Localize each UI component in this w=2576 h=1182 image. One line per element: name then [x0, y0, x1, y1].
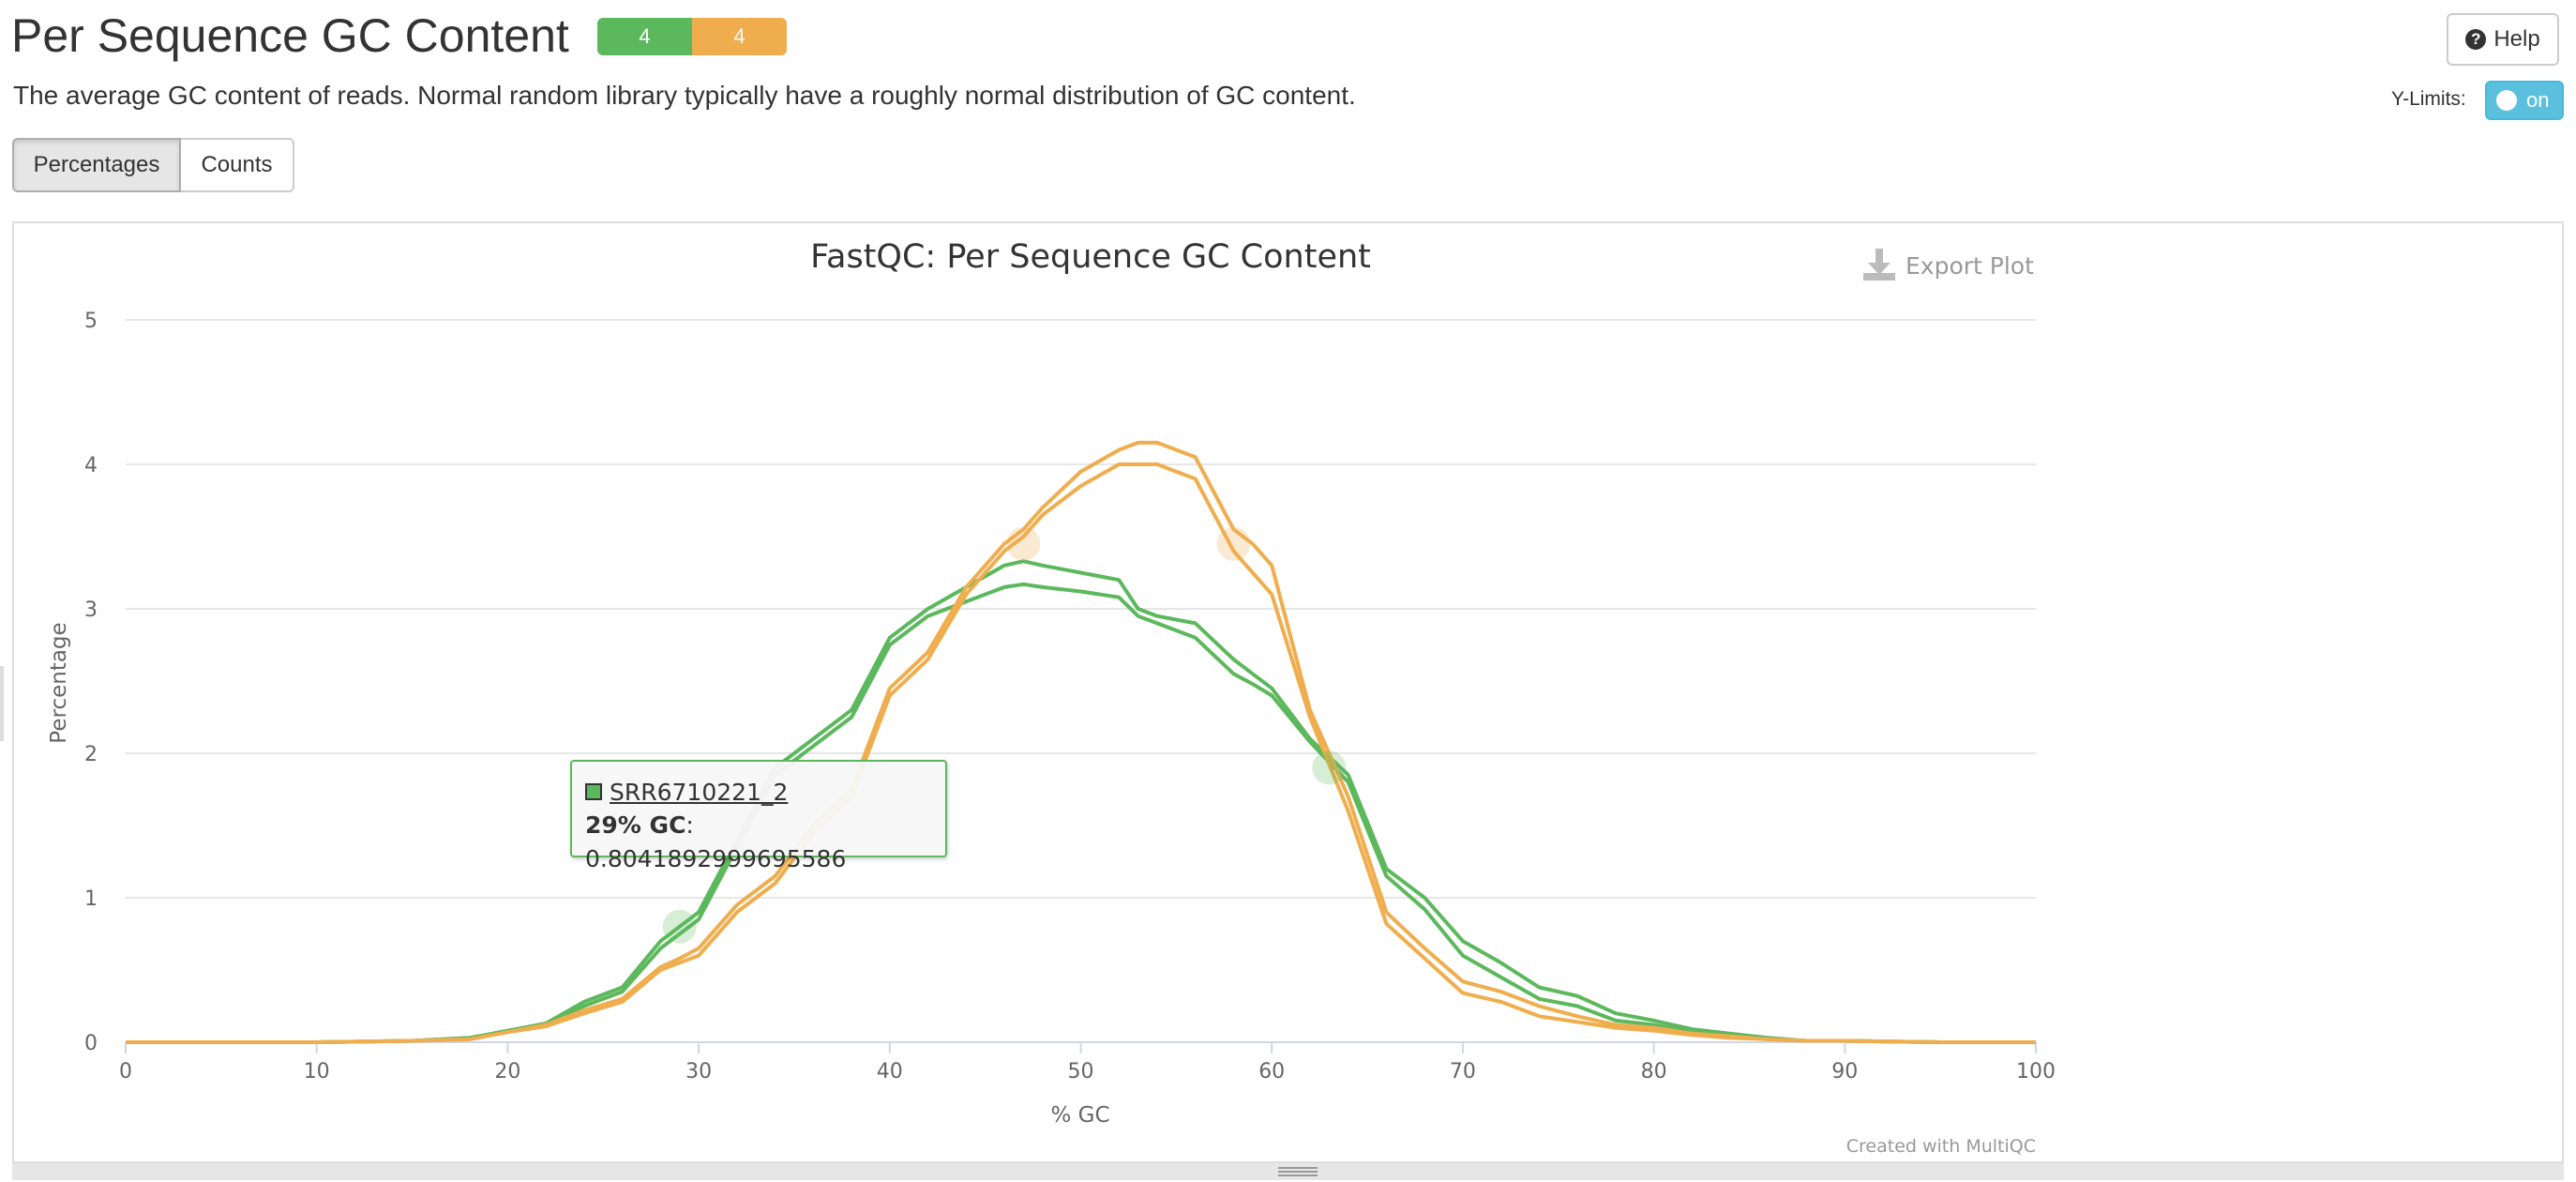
- tooltip-series-swatch: [585, 783, 602, 800]
- y-tick-label: 1: [84, 887, 98, 911]
- x-tick-label: 70: [1450, 1060, 1476, 1084]
- chart-series[interactable]: [126, 440, 2036, 1044]
- y-tick-label: 3: [84, 599, 98, 622]
- export-plot-label: Export Plot: [1906, 252, 2034, 280]
- x-tick-label: 10: [304, 1060, 330, 1084]
- help-button-label: Help: [2493, 26, 2540, 52]
- x-tick-label: 90: [1831, 1060, 1858, 1084]
- y-tick-label: 2: [84, 743, 98, 766]
- toggle-label: on: [2526, 88, 2550, 112]
- x-tick-label: 0: [119, 1060, 132, 1084]
- x-tick-label: 40: [877, 1060, 903, 1084]
- tooltip-value: 0.8041892999695586: [585, 845, 847, 872]
- counts-button[interactable]: Counts: [181, 138, 294, 192]
- chart-tooltip: SRR6710221_2 29% GC: 0.8041892999695586: [570, 760, 947, 872]
- y-limits-toggle[interactable]: on: [2485, 81, 2564, 120]
- plot-resize-handle[interactable]: [12, 1163, 2564, 1180]
- tooltip-sample-name: SRR6710221_2: [610, 778, 789, 806]
- hover-markers: [662, 526, 1347, 944]
- warn-count-badge[interactable]: 4: [692, 18, 787, 55]
- x-tick-label: 50: [1068, 1060, 1094, 1084]
- toggle-knob: [2496, 90, 2517, 111]
- x-tick-label: 100: [2016, 1060, 2056, 1084]
- y-axis-title: Percentage: [47, 622, 71, 743]
- chart-title: FastQC: Per Sequence GC Content: [810, 238, 1371, 276]
- x-axis-title: % GC: [1050, 1103, 1109, 1128]
- hover-marker: [662, 909, 697, 944]
- y-limits-label: Y-Limits:: [2391, 88, 2466, 110]
- x-tick-label: 60: [1258, 1060, 1285, 1084]
- plot-container: [12, 221, 2564, 1163]
- hover-marker: [1312, 750, 1347, 785]
- grid-lines: [126, 319, 2036, 899]
- side-toolbox-tab[interactable]: [0, 666, 4, 741]
- question-circle-icon: ?: [2465, 29, 2487, 50]
- section-description: The average GC content of reads. Normal …: [13, 81, 1356, 110]
- pass-count-badge[interactable]: 4: [597, 18, 692, 55]
- tooltip-x-label: 29% GC: [585, 811, 686, 839]
- x-tick-label: 30: [685, 1060, 712, 1084]
- y-tick-label: 5: [84, 310, 98, 333]
- export-plot-button[interactable]: Export Plot: [1863, 249, 2034, 280]
- data-view-switcher: Percentages Counts: [12, 138, 294, 192]
- x-tick-label: 80: [1641, 1060, 1667, 1084]
- status-badges: 4 4: [597, 18, 787, 55]
- hover-marker: [1006, 526, 1041, 561]
- y-tick-label: 0: [84, 1032, 98, 1055]
- page-title: Per Sequence GC Content: [11, 9, 569, 62]
- download-icon: [1863, 249, 1895, 280]
- grip-icon: [1278, 1167, 1318, 1176]
- y-tick-label: 4: [84, 454, 98, 477]
- help-button[interactable]: ? Help: [2447, 13, 2559, 66]
- credit-label[interactable]: Created with MultiQC: [1846, 1136, 2036, 1157]
- series-line-warn-4[interactable]: [126, 462, 2036, 1044]
- series-line-pass-2[interactable]: [126, 582, 2036, 1044]
- hover-marker: [1216, 526, 1251, 561]
- percentages-button[interactable]: Percentages: [12, 138, 181, 192]
- x-tick-label: 20: [494, 1060, 520, 1084]
- series-line-warn-3[interactable]: [126, 440, 2036, 1044]
- series-line-pass-1[interactable]: [126, 559, 2036, 1044]
